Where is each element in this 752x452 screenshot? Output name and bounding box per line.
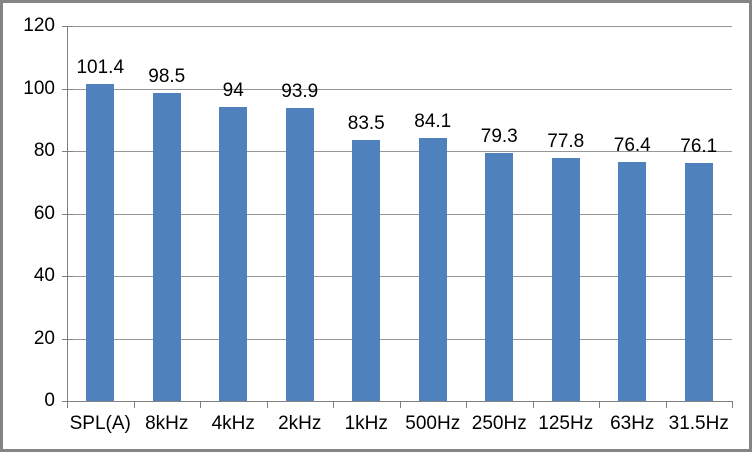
bar-value-label: 77.8 [547, 130, 585, 152]
x-category-label: 250Hz [471, 413, 527, 434]
gridline [67, 88, 732, 90]
bar-value-label: 79.3 [480, 126, 518, 148]
plot-area [67, 26, 732, 401]
bar-1kHz [352, 140, 381, 401]
y-tick-label: 60 [33, 202, 55, 224]
bar-value-label: 84.1 [414, 111, 452, 133]
y-tick-label: 20 [33, 327, 55, 349]
x-axis-tick [466, 402, 467, 408]
y-tick-label: 0 [44, 390, 55, 411]
y-axis-tick [62, 151, 73, 152]
bar-value-label: 93.9 [281, 80, 319, 102]
x-axis-tick [200, 402, 201, 408]
bar-500Hz [418, 138, 447, 401]
gridline [67, 151, 732, 152]
y-axis-tick [62, 338, 73, 340]
gridline [67, 276, 732, 277]
x-category-label: 8kHz [145, 413, 189, 434]
x-axis-tick [532, 402, 534, 408]
x-category-label: SPL(A) [69, 413, 131, 434]
x-axis-tick [266, 402, 268, 408]
x-axis-line [67, 401, 733, 402]
bar-value-label: 83.5 [347, 113, 385, 135]
gridline [67, 338, 732, 340]
bar-value-label: 94 [222, 80, 244, 102]
x-axis-tick [399, 402, 401, 408]
y-tick-label: 120 [23, 15, 55, 36]
x-category-label: 1kHz [344, 413, 388, 434]
bar-31.5Hz [684, 163, 713, 401]
y-tick-label: 80 [33, 140, 55, 161]
y-axis-tick [62, 88, 73, 90]
x-category-label: 125Hz [538, 413, 594, 434]
x-category-label: 500Hz [405, 413, 461, 434]
y-axis-tick [62, 401, 73, 402]
y-axis-tick [62, 213, 73, 215]
x-axis-tick [67, 402, 68, 408]
bar-125Hz [551, 157, 580, 401]
bar-4kHz [219, 107, 248, 401]
bar-value-label: 101.4 [76, 57, 125, 79]
y-axis-tick [62, 26, 73, 27]
x-axis-tick [732, 402, 733, 408]
y-tick-label: 100 [23, 77, 55, 99]
bar-SPL(A) [86, 84, 115, 401]
x-category-label: 31.5Hz [668, 413, 729, 434]
x-category-label: 63Hz [610, 413, 655, 434]
gridline [67, 213, 732, 215]
x-axis-tick [599, 402, 600, 408]
x-axis-tick [665, 402, 667, 408]
bar-value-label: 76.4 [613, 135, 651, 157]
x-category-label: 4kHz [211, 413, 255, 434]
bar-2kHz [285, 107, 314, 401]
x-category-label: 2kHz [278, 413, 322, 434]
x-axis-tick [133, 402, 135, 408]
bar-250Hz [485, 153, 514, 401]
bar-63Hz [618, 162, 647, 401]
bar-8kHz [152, 93, 181, 401]
x-axis-tick [333, 402, 334, 408]
bar-value-label: 98.5 [148, 66, 186, 88]
y-tick-label: 40 [33, 265, 55, 286]
y-axis-tick [62, 276, 73, 277]
bar-value-label: 76.1 [680, 136, 718, 158]
gridline [67, 26, 732, 27]
